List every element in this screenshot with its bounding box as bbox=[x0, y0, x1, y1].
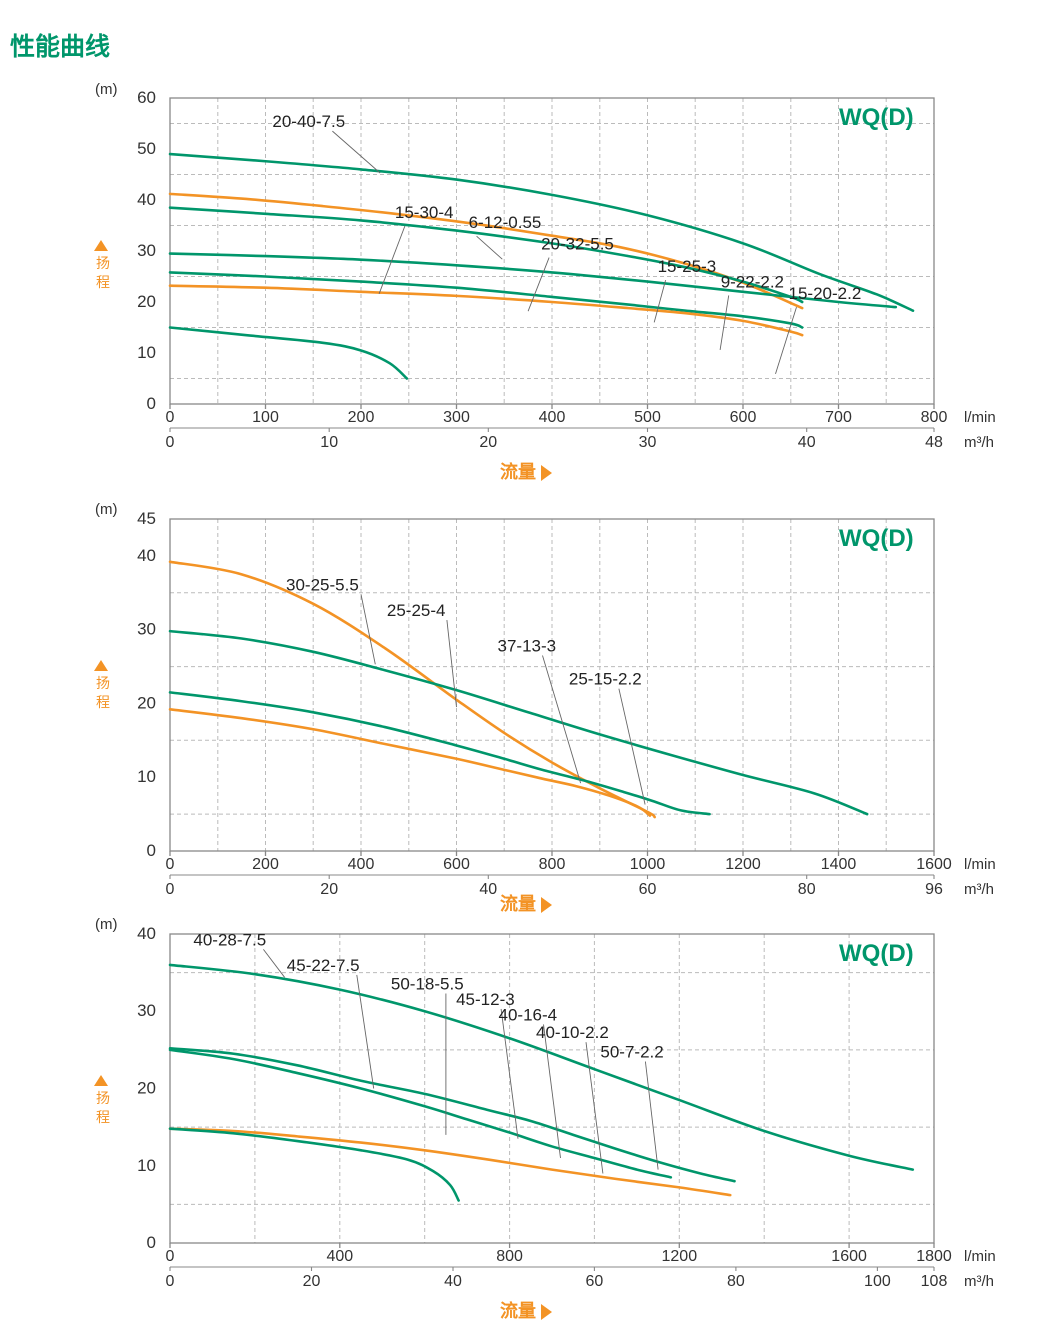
svg-text:1000: 1000 bbox=[630, 856, 666, 873]
svg-text:30: 30 bbox=[137, 620, 156, 639]
svg-text:0: 0 bbox=[166, 434, 175, 451]
svg-text:6-12-0.55: 6-12-0.55 bbox=[469, 213, 542, 232]
svg-text:WQ(D): WQ(D) bbox=[839, 940, 914, 967]
svg-text:0: 0 bbox=[147, 1233, 156, 1252]
svg-text:l/min: l/min bbox=[964, 856, 996, 873]
svg-text:40-10-2.2: 40-10-2.2 bbox=[536, 1023, 609, 1042]
svg-text:25-25-4: 25-25-4 bbox=[387, 601, 446, 620]
svg-text:1800: 1800 bbox=[916, 1248, 952, 1265]
svg-text:80: 80 bbox=[727, 1273, 745, 1290]
svg-text:200: 200 bbox=[252, 856, 279, 873]
svg-text:15-20-2.2: 15-20-2.2 bbox=[789, 284, 862, 303]
svg-text:40: 40 bbox=[444, 1273, 462, 1290]
svg-text:l/min: l/min bbox=[964, 409, 996, 426]
svg-text:500: 500 bbox=[634, 409, 661, 426]
svg-text:15-30-4: 15-30-4 bbox=[395, 203, 454, 222]
svg-text:700: 700 bbox=[825, 409, 852, 426]
svg-text:45: 45 bbox=[137, 509, 156, 528]
svg-text:40: 40 bbox=[798, 434, 816, 451]
svg-text:40-16-4: 40-16-4 bbox=[499, 1005, 558, 1024]
svg-text:10: 10 bbox=[137, 767, 156, 786]
svg-text:1600: 1600 bbox=[916, 856, 952, 873]
svg-text:45-22-7.5: 45-22-7.5 bbox=[287, 956, 360, 975]
svg-text:20: 20 bbox=[479, 434, 497, 451]
svg-text:30: 30 bbox=[137, 241, 156, 260]
svg-text:30: 30 bbox=[639, 434, 657, 451]
svg-text:20-32-5.5: 20-32-5.5 bbox=[541, 235, 614, 254]
svg-text:0: 0 bbox=[166, 1273, 175, 1290]
svg-text:40: 40 bbox=[137, 190, 156, 209]
svg-text:40-28-7.5: 40-28-7.5 bbox=[193, 930, 266, 949]
svg-text:WQ(D): WQ(D) bbox=[839, 525, 914, 552]
svg-text:40: 40 bbox=[137, 546, 156, 565]
svg-text:600: 600 bbox=[730, 409, 757, 426]
svg-text:0: 0 bbox=[166, 409, 175, 426]
svg-text:300: 300 bbox=[443, 409, 470, 426]
svg-text:108: 108 bbox=[921, 1273, 948, 1290]
svg-text:0: 0 bbox=[147, 394, 156, 413]
svg-text:20: 20 bbox=[137, 292, 156, 311]
svg-text:800: 800 bbox=[921, 409, 948, 426]
svg-text:800: 800 bbox=[539, 856, 566, 873]
svg-text:200: 200 bbox=[348, 409, 375, 426]
svg-text:l/min: l/min bbox=[964, 1248, 996, 1265]
svg-text:10: 10 bbox=[137, 1156, 156, 1175]
svg-text:48: 48 bbox=[925, 434, 943, 451]
svg-text:40: 40 bbox=[137, 924, 156, 943]
svg-text:100: 100 bbox=[252, 409, 279, 426]
svg-text:0: 0 bbox=[147, 841, 156, 860]
svg-text:60: 60 bbox=[137, 88, 156, 107]
svg-text:0: 0 bbox=[166, 1248, 175, 1265]
svg-text:37-13-3: 37-13-3 bbox=[498, 637, 557, 656]
svg-text:50: 50 bbox=[137, 139, 156, 158]
svg-text:30: 30 bbox=[137, 1001, 156, 1020]
svg-text:1200: 1200 bbox=[725, 856, 761, 873]
svg-text:1600: 1600 bbox=[831, 1248, 867, 1265]
svg-text:20: 20 bbox=[303, 1273, 321, 1290]
svg-text:100: 100 bbox=[864, 1273, 891, 1290]
svg-text:400: 400 bbox=[326, 1248, 353, 1265]
svg-text:600: 600 bbox=[443, 856, 470, 873]
svg-text:m³/h: m³/h bbox=[964, 434, 994, 451]
svg-text:60: 60 bbox=[586, 1273, 604, 1290]
svg-text:400: 400 bbox=[348, 856, 375, 873]
svg-text:20-40-7.5: 20-40-7.5 bbox=[272, 112, 345, 131]
svg-text:9-22-2.2: 9-22-2.2 bbox=[721, 272, 784, 291]
svg-text:1200: 1200 bbox=[662, 1248, 698, 1265]
svg-text:50-7-2.2: 50-7-2.2 bbox=[600, 1043, 663, 1062]
svg-text:10: 10 bbox=[320, 434, 338, 451]
svg-text:1400: 1400 bbox=[821, 856, 857, 873]
svg-text:20: 20 bbox=[137, 1079, 156, 1098]
svg-text:800: 800 bbox=[496, 1248, 523, 1265]
svg-text:50-18-5.5: 50-18-5.5 bbox=[391, 975, 464, 994]
svg-text:25-15-2.2: 25-15-2.2 bbox=[569, 670, 642, 689]
svg-text:m³/h: m³/h bbox=[964, 1273, 994, 1290]
svg-text:30-25-5.5: 30-25-5.5 bbox=[286, 575, 359, 594]
svg-text:20: 20 bbox=[137, 693, 156, 712]
svg-text:10: 10 bbox=[137, 343, 156, 362]
svg-text:15-25-3: 15-25-3 bbox=[658, 257, 717, 276]
svg-text:WQ(D): WQ(D) bbox=[839, 104, 914, 131]
svg-text:0: 0 bbox=[166, 856, 175, 873]
svg-text:400: 400 bbox=[539, 409, 566, 426]
